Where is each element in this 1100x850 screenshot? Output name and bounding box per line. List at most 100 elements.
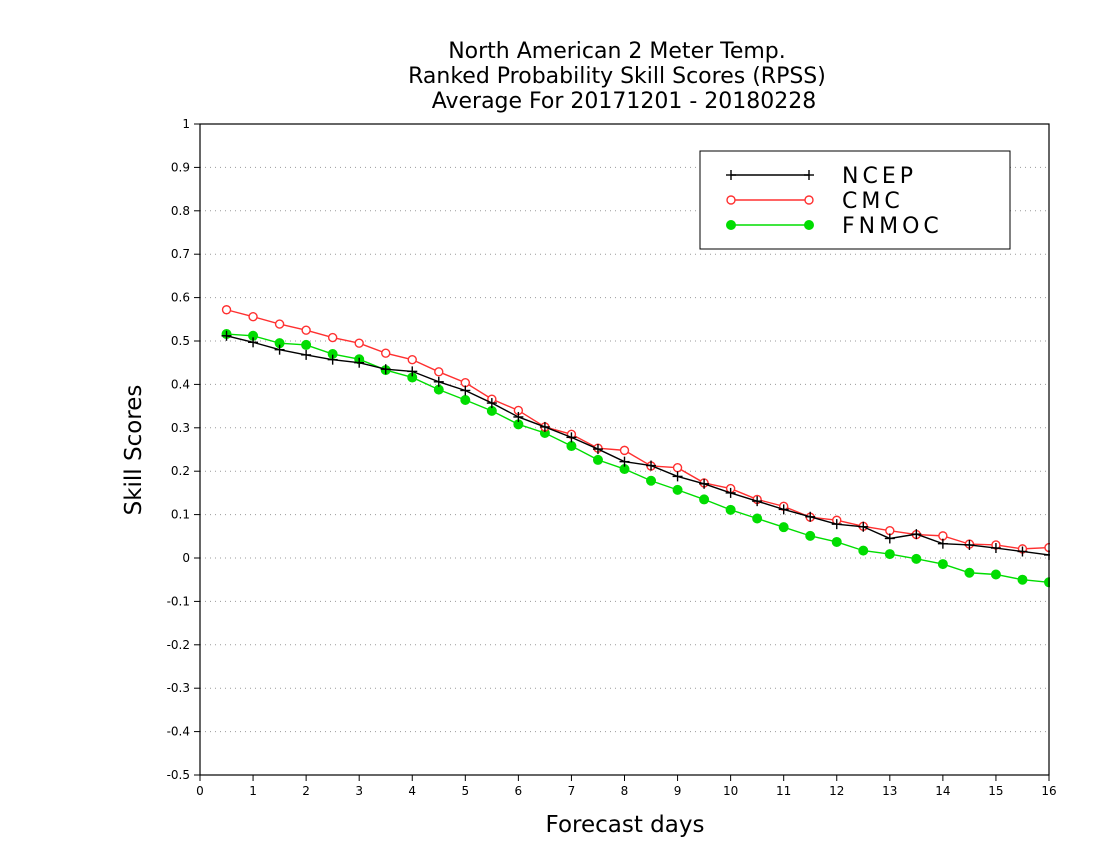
point-fnmoc bbox=[911, 553, 922, 564]
legend-marker-ncep bbox=[726, 170, 736, 180]
point-ncep bbox=[778, 504, 789, 515]
x-tick-label: 13 bbox=[882, 784, 897, 798]
point-fnmoc bbox=[964, 567, 975, 578]
y-tick-label: 0.3 bbox=[171, 421, 190, 435]
point-ncep bbox=[513, 411, 524, 422]
x-tick-label: 15 bbox=[988, 784, 1003, 798]
y-tick-label: 0.1 bbox=[171, 508, 190, 522]
point-ncep bbox=[274, 344, 285, 355]
x-tick-label: 14 bbox=[935, 784, 950, 798]
title-line-1: North American 2 Meter Temp. bbox=[448, 39, 786, 64]
y-tick-label: 0.4 bbox=[171, 377, 190, 391]
point-ncep bbox=[937, 538, 948, 549]
point-ncep bbox=[248, 337, 259, 348]
x-tick-label: 5 bbox=[461, 784, 469, 798]
point-cmc bbox=[460, 377, 471, 388]
point-cmc bbox=[885, 525, 895, 536]
legend-item-fnmoc: FNMOC bbox=[726, 214, 943, 239]
series-line-ncep bbox=[226, 335, 1050, 556]
point-cmc bbox=[407, 354, 417, 365]
point-cmc bbox=[434, 367, 444, 377]
point-ncep bbox=[619, 456, 630, 467]
point-ncep bbox=[301, 349, 312, 360]
point-ncep bbox=[592, 444, 603, 455]
point-ncep bbox=[460, 385, 471, 396]
point-fnmoc bbox=[752, 513, 763, 524]
point-fnmoc bbox=[566, 441, 577, 452]
title-line-3: Average For 20171201 - 20180228 bbox=[432, 89, 817, 114]
point-cmc bbox=[274, 319, 285, 329]
point-ncep bbox=[566, 432, 577, 443]
title-line-2: Ranked Probability Skill Scores (RPSS) bbox=[408, 64, 826, 89]
x-axis-title: Forecast days bbox=[546, 812, 705, 838]
x-tick-label: 4 bbox=[408, 784, 416, 798]
point-ncep bbox=[354, 357, 365, 368]
point-fnmoc bbox=[937, 559, 948, 570]
legend-label-ncep: NCEP bbox=[842, 164, 917, 189]
y-tick-label: 0.2 bbox=[171, 464, 190, 478]
series-cmc bbox=[221, 305, 1050, 554]
point-fnmoc bbox=[699, 494, 710, 505]
y-tick-label: 0.8 bbox=[171, 204, 190, 218]
y-tick-label: -0.3 bbox=[167, 681, 190, 695]
point-cmc bbox=[381, 348, 391, 358]
legend-marker-fnmoc bbox=[804, 220, 814, 230]
point-ncep bbox=[831, 519, 842, 530]
y-tick-label: 1 bbox=[182, 117, 190, 131]
point-ncep bbox=[990, 543, 1001, 554]
point-fnmoc bbox=[460, 395, 471, 406]
point-cmc bbox=[248, 311, 258, 322]
point-cmc bbox=[619, 445, 630, 456]
point-fnmoc bbox=[884, 549, 895, 560]
point-fnmoc bbox=[805, 530, 816, 541]
point-ncep bbox=[1017, 546, 1028, 557]
point-fnmoc bbox=[831, 536, 842, 547]
x-tick-label: 9 bbox=[674, 784, 682, 798]
point-ncep bbox=[486, 398, 497, 409]
point-fnmoc bbox=[301, 339, 312, 350]
x-axis: 0 1 2 3 4 5 6 7 8 9 10 11 12 13 14 15 16 bbox=[196, 775, 1057, 798]
x-tick-label: 6 bbox=[515, 784, 523, 798]
point-fnmoc bbox=[990, 569, 1001, 580]
y-tick-label: -0.2 bbox=[167, 638, 190, 652]
y-tick-label: 0.7 bbox=[171, 247, 190, 261]
y-tick-label: 0.6 bbox=[171, 291, 190, 305]
y-axis: -0.5 -0.4 -0.3 -0.2 -0.1 0 0.1 0.2 0.3 0.4 0.5 0.6 0… bbox=[167, 117, 200, 782]
point-cmc bbox=[301, 325, 311, 335]
point-ncep bbox=[725, 487, 736, 498]
point-cmc bbox=[221, 305, 232, 315]
point-fnmoc bbox=[672, 484, 683, 495]
x-tick-label: 7 bbox=[568, 784, 576, 798]
point-ncep bbox=[752, 496, 763, 507]
x-tick-label: 8 bbox=[621, 784, 629, 798]
point-fnmoc bbox=[725, 504, 736, 515]
point-ncep bbox=[911, 529, 922, 540]
x-tick-label: 11 bbox=[776, 784, 791, 798]
y-tick-label: -0.5 bbox=[167, 768, 190, 782]
legend-marker-ncep bbox=[804, 170, 814, 180]
point-ncep bbox=[380, 364, 391, 375]
point-ncep bbox=[884, 533, 895, 544]
y-tick-label: 0 bbox=[182, 551, 190, 565]
point-fnmoc bbox=[778, 522, 789, 533]
point-ncep bbox=[539, 421, 550, 432]
point-ncep bbox=[433, 376, 444, 387]
x-tick-label: 0 bbox=[196, 784, 204, 798]
legend-label-cmc: CMC bbox=[842, 189, 904, 214]
point-fnmoc bbox=[1017, 574, 1028, 585]
series-layer bbox=[221, 305, 1050, 588]
point-ncep bbox=[805, 511, 816, 522]
legend-marker-cmc bbox=[726, 195, 736, 205]
point-cmc bbox=[327, 332, 338, 343]
point-ncep bbox=[672, 471, 683, 482]
x-tick-label: 1 bbox=[249, 784, 257, 798]
point-fnmoc bbox=[646, 475, 657, 486]
legend-item-ncep: NCEP bbox=[726, 164, 917, 189]
x-tick-label: 3 bbox=[355, 784, 363, 798]
point-ncep bbox=[646, 460, 657, 471]
legend-label-fnmoc: FNMOC bbox=[842, 214, 943, 239]
chart-title: North American 2 Meter Temp. Ranked Prob… bbox=[408, 39, 826, 114]
series-ncep bbox=[221, 330, 1050, 560]
